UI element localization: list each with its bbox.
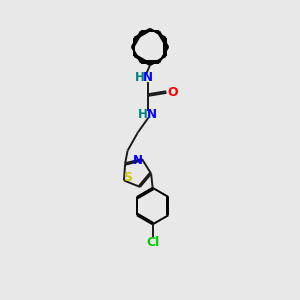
Text: N: N <box>143 71 153 84</box>
Text: N: N <box>133 154 143 167</box>
Text: Cl: Cl <box>146 236 159 249</box>
Text: S: S <box>124 171 133 184</box>
Text: H: H <box>138 108 148 121</box>
Text: O: O <box>168 86 178 99</box>
Text: N: N <box>147 108 157 121</box>
Text: H: H <box>134 71 144 84</box>
